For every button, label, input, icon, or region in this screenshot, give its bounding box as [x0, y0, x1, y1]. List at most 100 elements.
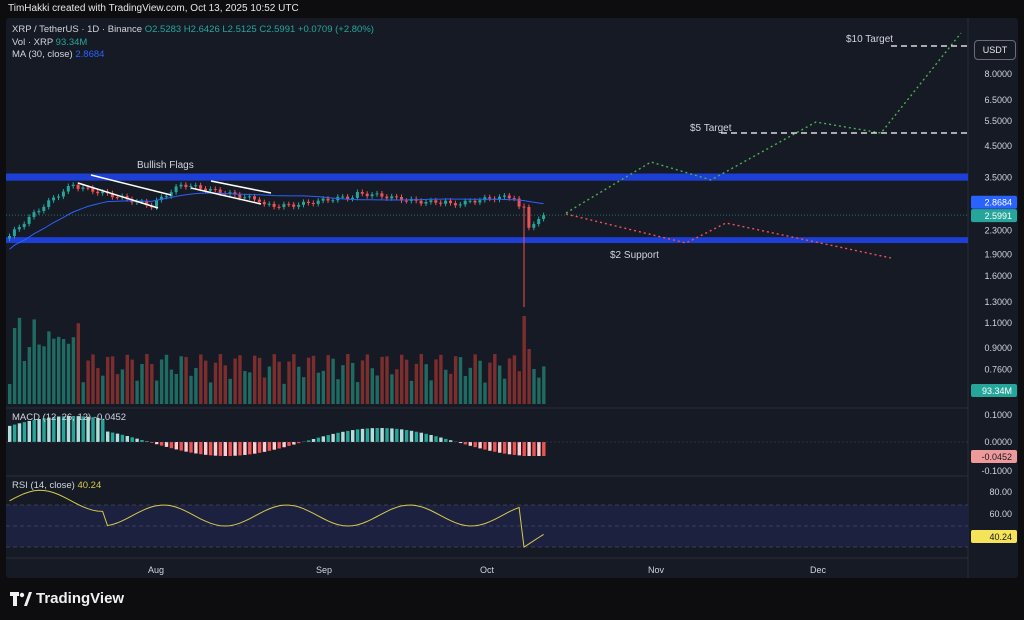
macd-histogram-bar	[282, 442, 286, 448]
rsi-label[interactable]: RSI (14, close)	[12, 480, 75, 491]
macd-histogram-bar	[42, 418, 46, 442]
candle-body	[346, 196, 350, 199]
macd-histogram-bar	[169, 442, 174, 449]
volume-bar	[488, 362, 492, 404]
tradingview-brand: TradingView	[36, 590, 125, 607]
macd-histogram-bar	[199, 442, 203, 455]
symbol-name[interactable]: XRP / TetherUS · 1D · Binance	[12, 24, 143, 35]
candle-body	[434, 200, 438, 203]
volume-bar	[468, 367, 472, 404]
credit-text: TimHakki created with TradingView.com, O…	[8, 3, 299, 14]
candle-body	[66, 186, 70, 192]
volume-bar	[42, 346, 46, 404]
volume-bar	[57, 336, 61, 404]
macd-histogram-bar	[449, 440, 453, 442]
volume-bar	[115, 374, 120, 404]
candle-body	[159, 196, 163, 201]
bullish-flag-upper	[90, 174, 172, 196]
ma-line	[9, 192, 544, 250]
candle-body	[22, 223, 26, 228]
candle-body	[429, 200, 433, 203]
candle-body	[468, 200, 472, 202]
last-price-badge	[971, 209, 1017, 223]
macd-histogram-bar	[321, 436, 325, 442]
five-target-label: $5 Target	[690, 123, 732, 134]
macd-histogram-bar	[439, 437, 443, 442]
candle-body	[321, 198, 325, 201]
candle-body	[179, 184, 183, 187]
macd-histogram-bar	[155, 442, 159, 445]
macd-histogram-bar	[37, 419, 41, 442]
macd-tick-label: -0.1000	[981, 466, 1012, 476]
volume-bar	[542, 366, 546, 404]
tradingview-logo[interactable]: TradingView	[10, 590, 124, 607]
volume-bar	[233, 358, 237, 404]
candle-body	[532, 224, 536, 228]
volume-bar	[66, 343, 71, 404]
macd-histogram-bar	[189, 442, 193, 453]
macd-histogram-bar	[101, 418, 105, 442]
candle-body	[370, 194, 374, 197]
chart-panel[interactable]: 10.00008.00006.50005.50004.50003.50002.3…	[6, 18, 1018, 578]
volume-bar	[326, 355, 330, 404]
candle-body	[449, 200, 452, 204]
candle-body	[287, 204, 291, 206]
volume-bar	[52, 338, 56, 404]
volume-bar	[179, 356, 183, 404]
macd-histogram-bar	[375, 428, 379, 442]
candle-body	[140, 201, 144, 203]
volume-bar	[204, 360, 208, 404]
volume-bar	[449, 373, 453, 404]
legend-volume-row: Vol · XRP 93.34M	[12, 37, 87, 48]
macd-histogram-bar	[483, 442, 487, 450]
candle-body	[199, 185, 203, 189]
time-tick-label: Aug	[148, 565, 164, 575]
volume-bar	[282, 383, 286, 404]
volume-bar	[155, 380, 159, 404]
currency-button[interactable]: USDT	[974, 40, 1016, 60]
volume-bar	[493, 354, 497, 404]
candle-body	[184, 184, 188, 188]
candle-body	[527, 206, 531, 228]
candle-body	[262, 202, 266, 205]
candle-body	[453, 203, 457, 206]
ma-value: 2.8684	[75, 49, 105, 60]
candle-body	[424, 202, 428, 204]
macd-label[interactable]: MACD (12, 26, 12)	[12, 412, 92, 423]
macd-histogram-bar	[12, 424, 17, 442]
candle-body	[218, 189, 222, 194]
candle-body	[155, 200, 158, 208]
candle-body	[306, 201, 310, 203]
volume-bar	[409, 380, 414, 404]
candle-body	[8, 236, 11, 239]
candle-body	[61, 191, 65, 197]
macd-histogram-bar	[110, 432, 115, 442]
legend-symbol-row: XRP / TetherUS · 1D · Binance O2.5283 H2…	[12, 24, 374, 35]
candle-body	[488, 197, 492, 199]
volume-bar	[444, 369, 448, 404]
volume-bar	[483, 382, 487, 404]
volume-bar	[130, 359, 134, 404]
volume-bar	[169, 369, 174, 404]
volume-bar	[498, 365, 502, 404]
ma-label[interactable]: MA (30, close)	[12, 49, 73, 60]
macd-histogram-bar	[502, 442, 507, 454]
volume-bar	[101, 375, 105, 404]
candle-body	[248, 196, 252, 198]
macd-histogram-bar	[532, 442, 536, 456]
candle-body	[463, 200, 467, 205]
volume-bar	[27, 347, 31, 404]
volume-label[interactable]: Vol · XRP	[12, 37, 54, 48]
candle-body	[522, 206, 526, 208]
macd-histogram-bar	[498, 442, 502, 453]
price-chart[interactable]: 10.00008.00006.50005.50004.50003.50002.3…	[6, 18, 1018, 578]
price-tick-label: 4.5000	[984, 141, 1012, 151]
volume-bar	[537, 377, 541, 404]
candle-body	[101, 191, 105, 194]
volume-bar	[253, 355, 257, 404]
time-tick-label: Oct	[480, 565, 495, 575]
volume-bar	[223, 365, 227, 404]
candle-body	[267, 203, 271, 205]
macd-histogram-bar	[463, 442, 468, 445]
macd-histogram-bar	[424, 433, 428, 442]
